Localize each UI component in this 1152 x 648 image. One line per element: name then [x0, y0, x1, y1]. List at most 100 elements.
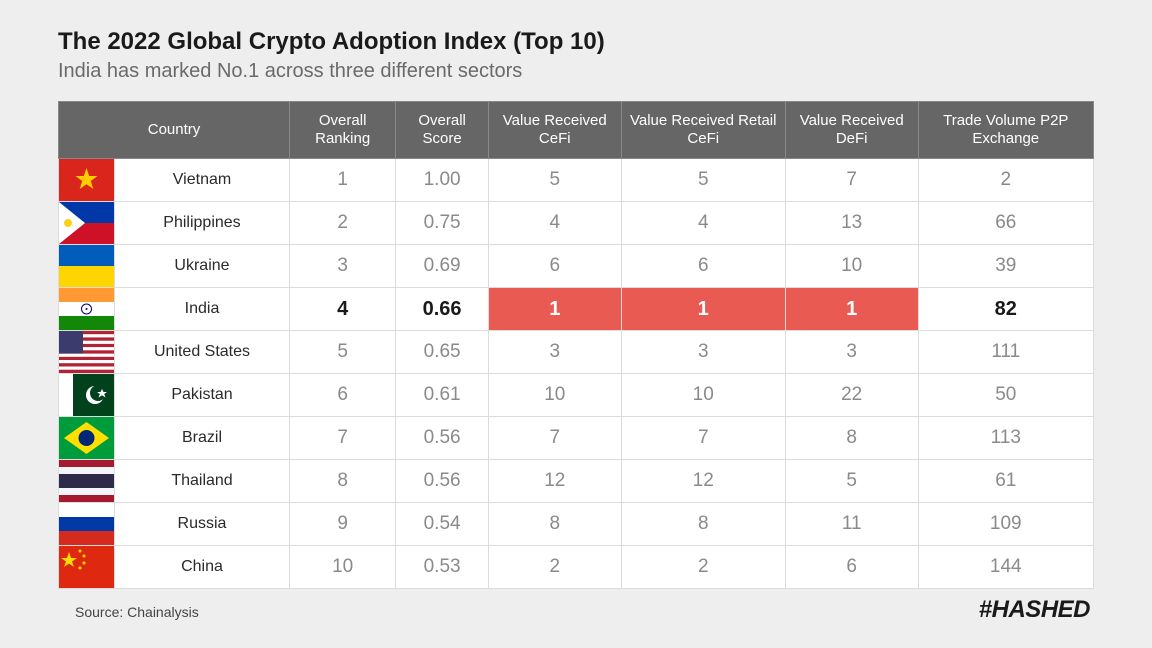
overall-score: 0.66	[396, 288, 489, 331]
source-label: Source: Chainalysis	[75, 604, 199, 620]
value-cefi: 6	[488, 245, 621, 288]
flag-ru-icon	[59, 503, 115, 546]
trade-p2p: 111	[918, 331, 1093, 374]
flag-br-icon	[59, 417, 115, 460]
flag-ua-icon	[59, 245, 115, 288]
flag-us-icon	[59, 331, 115, 374]
flag-pk-icon	[59, 374, 115, 417]
flag-cn-icon	[59, 546, 115, 589]
overall-ranking: 5	[290, 331, 396, 374]
table-row: Vietnam11.005572	[59, 159, 1094, 202]
overall-score: 0.61	[396, 374, 489, 417]
trade-p2p: 50	[918, 374, 1093, 417]
value-cefi: 5	[488, 159, 621, 202]
overall-score: 0.65	[396, 331, 489, 374]
value-defi: 5	[785, 460, 918, 503]
overall-ranking: 3	[290, 245, 396, 288]
trade-p2p: 109	[918, 503, 1093, 546]
value-cefi: 2	[488, 546, 621, 589]
overall-ranking: 9	[290, 503, 396, 546]
table-row: Pakistan60.6110102250	[59, 374, 1094, 417]
value-cefi: 12	[488, 460, 621, 503]
table-row: United States50.65333111	[59, 331, 1094, 374]
col-country: Country	[59, 102, 290, 159]
table-row: Thailand80.561212561	[59, 460, 1094, 503]
value-retail-cefi: 7	[621, 417, 785, 460]
overall-ranking: 4	[290, 288, 396, 331]
page-title: The 2022 Global Crypto Adoption Index (T…	[58, 28, 1094, 56]
value-retail-cefi: 8	[621, 503, 785, 546]
value-defi: 3	[785, 331, 918, 374]
overall-ranking: 1	[290, 159, 396, 202]
value-cefi: 1	[488, 288, 621, 331]
value-retail-cefi: 6	[621, 245, 785, 288]
trade-p2p: 144	[918, 546, 1093, 589]
country-name: India	[115, 288, 290, 331]
country-name: Pakistan	[115, 374, 290, 417]
overall-score: 0.69	[396, 245, 489, 288]
overall-score: 1.00	[396, 159, 489, 202]
col-overall-score: Overall Score	[396, 102, 489, 159]
table-row: China100.53226144	[59, 546, 1094, 589]
hashed-logo: #HASHED	[979, 596, 1090, 624]
trade-p2p: 66	[918, 202, 1093, 245]
country-name: United States	[115, 331, 290, 374]
overall-ranking: 7	[290, 417, 396, 460]
trade-p2p: 82	[918, 288, 1093, 331]
value-defi: 13	[785, 202, 918, 245]
value-retail-cefi: 4	[621, 202, 785, 245]
value-defi: 8	[785, 417, 918, 460]
table-row: Philippines20.75441366	[59, 202, 1094, 245]
col-defi: Value Received DeFi	[785, 102, 918, 159]
value-retail-cefi: 1	[621, 288, 785, 331]
flag-ph-icon	[59, 202, 115, 245]
table-row: Ukraine30.69661039	[59, 245, 1094, 288]
overall-ranking: 10	[290, 546, 396, 589]
overall-score: 0.75	[396, 202, 489, 245]
flag-in-icon	[59, 288, 115, 331]
value-defi: 7	[785, 159, 918, 202]
col-overall-ranking: Overall Ranking	[290, 102, 396, 159]
value-defi: 10	[785, 245, 918, 288]
trade-p2p: 61	[918, 460, 1093, 503]
page-subtitle: India has marked No.1 across three diffe…	[58, 60, 1094, 83]
col-cefi: Value Received CeFi	[488, 102, 621, 159]
flag-vn-icon	[59, 159, 115, 202]
value-cefi: 8	[488, 503, 621, 546]
table-row: Russia90.548811109	[59, 503, 1094, 546]
country-name: Brazil	[115, 417, 290, 460]
trade-p2p: 113	[918, 417, 1093, 460]
value-retail-cefi: 3	[621, 331, 785, 374]
country-name: Ukraine	[115, 245, 290, 288]
overall-ranking: 2	[290, 202, 396, 245]
table-row: India40.6611182	[59, 288, 1094, 331]
overall-score: 0.54	[396, 503, 489, 546]
table-row: Brazil70.56778113	[59, 417, 1094, 460]
value-cefi: 10	[488, 374, 621, 417]
overall-score: 0.56	[396, 460, 489, 503]
country-name: Philippines	[115, 202, 290, 245]
value-retail-cefi: 5	[621, 159, 785, 202]
value-defi: 11	[785, 503, 918, 546]
crypto-adoption-table: Country Overall Ranking Overall Score Va…	[58, 101, 1094, 589]
value-defi: 6	[785, 546, 918, 589]
overall-score: 0.56	[396, 417, 489, 460]
flag-th-icon	[59, 460, 115, 503]
value-cefi: 4	[488, 202, 621, 245]
value-cefi: 3	[488, 331, 621, 374]
value-cefi: 7	[488, 417, 621, 460]
overall-ranking: 6	[290, 374, 396, 417]
value-defi: 1	[785, 288, 918, 331]
col-retail-cefi: Value Received Retail CeFi	[621, 102, 785, 159]
overall-ranking: 8	[290, 460, 396, 503]
value-retail-cefi: 10	[621, 374, 785, 417]
country-name: Russia	[115, 503, 290, 546]
country-name: Vietnam	[115, 159, 290, 202]
col-p2p: Trade Volume P2P Exchange	[918, 102, 1093, 159]
table-header-row: Country Overall Ranking Overall Score Va…	[59, 102, 1094, 159]
overall-score: 0.53	[396, 546, 489, 589]
value-defi: 22	[785, 374, 918, 417]
value-retail-cefi: 12	[621, 460, 785, 503]
country-name: Thailand	[115, 460, 290, 503]
trade-p2p: 39	[918, 245, 1093, 288]
